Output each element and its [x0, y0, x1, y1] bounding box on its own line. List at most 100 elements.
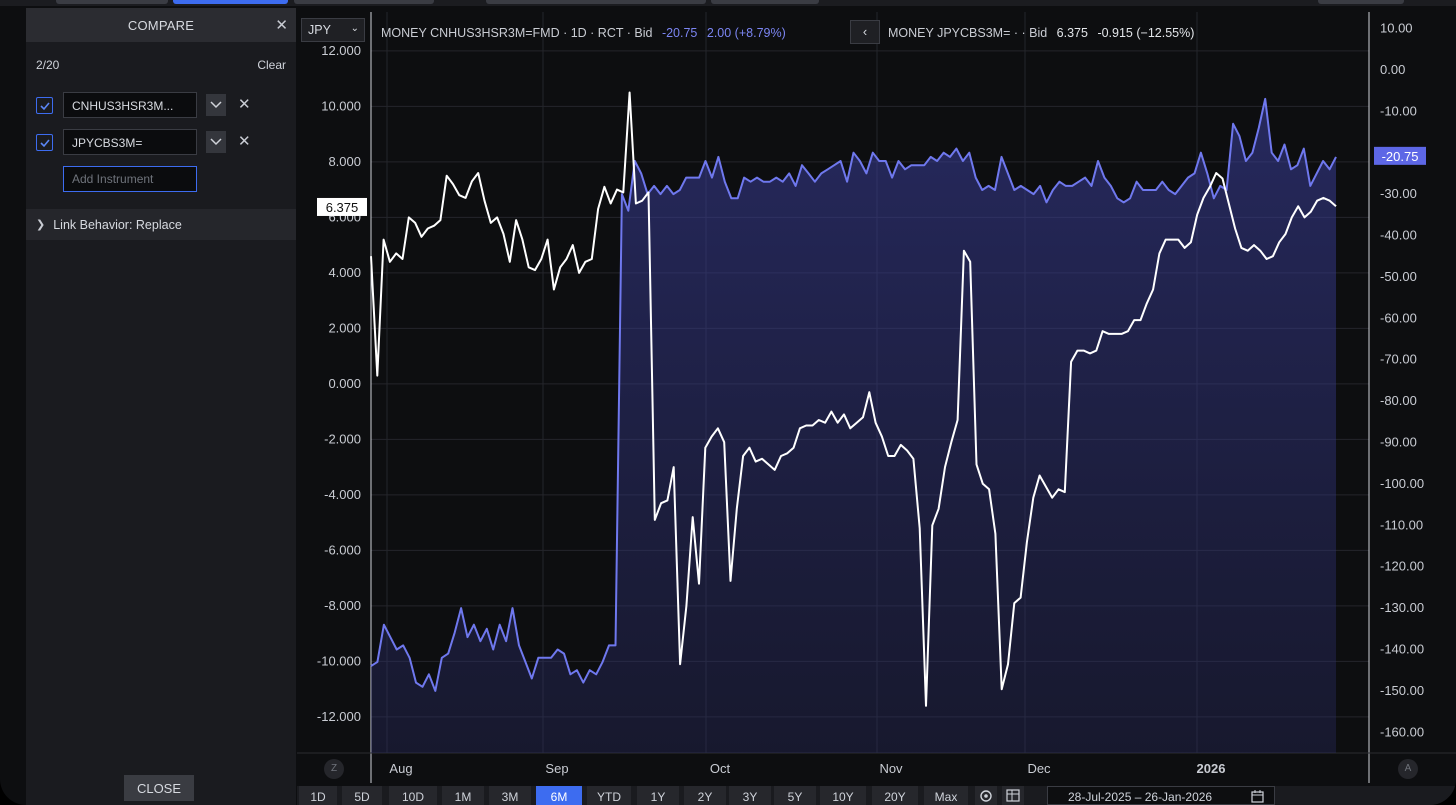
left-axis-tick-label: 0.000	[328, 376, 361, 391]
range-bar: 1D 5D 10D 1M 3M 6M YTD 1Y 2Y 3Y 5Y 10Y 2…	[297, 786, 1456, 805]
currency-select[interactable]: JPY ⌄	[301, 18, 365, 42]
series-1-line	[370, 97, 1337, 692]
add-instrument-input[interactable]	[63, 166, 197, 192]
table-view-icon[interactable]	[1002, 786, 1024, 805]
range-button-5d[interactable]: 5D	[342, 786, 382, 805]
right-axis-tick-label: -60.00	[1380, 310, 1417, 325]
toolbar-tab[interactable]	[56, 0, 168, 4]
instrument-row: JPYCBS3M= ✕	[36, 129, 286, 155]
right-axis-tick-label: -160.00	[1380, 724, 1424, 739]
left-axis-tick-label: 2.000	[328, 320, 361, 335]
instrument-name[interactable]: CNHUS3HSR3M...	[63, 92, 197, 118]
x-axis-tick-label: Nov	[879, 761, 903, 776]
compare-panel: COMPARE ✕ 2/20 Clear CNHUS3HSR3M... ✕ JP…	[26, 8, 296, 805]
chevron-down-icon: ⌄	[350, 23, 359, 34]
range-button-20y[interactable]: 20Y	[872, 786, 918, 805]
legend-series-1-change: 2.00 (+8.79%)	[706, 26, 786, 40]
range-button-3y[interactable]: 3Y	[729, 786, 771, 805]
left-last-value-badge	[317, 197, 367, 216]
remove-instrument-icon[interactable]: ✕	[238, 133, 251, 150]
chart-area: 12.000 10.000 8.000 6.000 4.000 2.000 0.000 -2.…	[297, 8, 1456, 805]
chart-plot[interactable]: 12.00010.0008.0006.0004.0002.0000.000-2.…	[297, 8, 1456, 805]
count-row: 2/20 Clear	[36, 58, 286, 72]
left-axis-tick-label: -8.000	[324, 598, 361, 613]
range-button-6m[interactable]: 6M	[536, 786, 582, 805]
right-axis-tick-label: -80.00	[1380, 393, 1417, 408]
x-axis-tick-label: Oct	[710, 761, 731, 776]
x-axis-tick-label: Dec	[1027, 761, 1051, 776]
clear-button[interactable]: Clear	[257, 58, 286, 72]
instrument-checkbox[interactable]	[36, 134, 53, 151]
calendar-icon	[1251, 790, 1264, 803]
right-axis-tick-label: -50.00	[1380, 269, 1417, 284]
range-button-10d[interactable]: 10D	[389, 786, 437, 805]
close-icon[interactable]: ✕	[275, 17, 288, 34]
left-axis-tick-label: 12.000	[321, 43, 361, 58]
right-last-value-badge	[1374, 146, 1426, 165]
compare-header: COMPARE ✕	[26, 8, 296, 42]
toolbar-tab-active[interactable]	[173, 0, 288, 4]
currency-value: JPY	[308, 23, 331, 37]
chevron-down-icon[interactable]	[206, 131, 226, 153]
left-axis-tick-label: 10.000	[321, 98, 361, 113]
right-axis-tick-label: -120.00	[1380, 559, 1424, 574]
range-button-1d[interactable]: 1D	[299, 786, 337, 805]
left-axis-tick-label: 4.000	[328, 265, 361, 280]
legend-series-2: MONEY JPYCBS3M= · · Bid 6.375 -0.915 (−1…	[888, 26, 1194, 40]
toolbar-tab[interactable]	[711, 0, 819, 4]
right-axis-tick-label: -90.00	[1380, 435, 1417, 450]
remove-instrument-icon[interactable]: ✕	[238, 96, 251, 113]
legend-series-1-value: -20.75	[661, 26, 698, 40]
right-axis-tick-label: -140.00	[1380, 642, 1424, 657]
range-button-max[interactable]: Max	[924, 786, 968, 805]
instrument-row: CNHUS3HSR3M... ✕	[36, 92, 286, 118]
chevron-left-icon[interactable]: ‹	[850, 20, 880, 44]
checkmark-icon	[40, 102, 50, 111]
date-range-picker[interactable]: 28-Jul-2025 – 26-Jan-2026	[1047, 786, 1275, 805]
settings-gear-icon[interactable]	[975, 786, 997, 805]
range-button-5y[interactable]: 5Y	[774, 786, 816, 805]
instrument-name[interactable]: JPYCBS3M=	[63, 129, 197, 155]
instrument-checkbox[interactable]	[36, 97, 53, 114]
zoom-right-button[interactable]: A	[1398, 759, 1418, 779]
toolbar-tab[interactable]	[1318, 0, 1404, 4]
right-axis-tick-label: -70.00	[1380, 352, 1417, 367]
right-axis-tick-label: -40.00	[1380, 228, 1417, 243]
right-axis-tick-label: -10.00	[1380, 103, 1417, 118]
right-axis-tick-label: -100.00	[1380, 476, 1424, 491]
left-axis-tick-label: -6.000	[324, 542, 361, 557]
zoom-left-button[interactable]: Z	[324, 759, 344, 779]
x-axis-tick-label: Sep	[545, 761, 568, 776]
legend-series-1: MONEY CNHUS3HSR3M=FMD · 1D · RCT · Bid -…	[381, 26, 786, 40]
chevron-down-icon[interactable]	[206, 94, 226, 116]
legend-series-1-label: MONEY CNHUS3HSR3M=FMD · 1D · RCT · Bid	[381, 26, 653, 40]
legend-series-2-label: MONEY JPYCBS3M= · · Bid	[888, 26, 1048, 40]
range-button-2y[interactable]: 2Y	[684, 786, 726, 805]
right-last-value-label: -20.75	[1382, 149, 1419, 164]
range-button-1y[interactable]: 1Y	[637, 786, 679, 805]
right-axis-tick-label: -130.00	[1380, 600, 1424, 615]
right-axis-tick-label: -30.00	[1380, 186, 1417, 201]
range-button-1m[interactable]: 1M	[442, 786, 484, 805]
toolbar-tab[interactable]	[486, 0, 706, 4]
left-axis-tick-label: -10.000	[317, 653, 361, 668]
left-last-value-label: 6.375	[326, 200, 359, 215]
x-axis-tick-label: 2026	[1197, 761, 1226, 776]
right-axis-tick-label: -110.00	[1380, 517, 1423, 532]
right-axis-tick-label: 0.00	[1380, 62, 1405, 77]
series-2-line	[370, 91, 1337, 707]
left-axis-tick-label: -12.000	[317, 709, 361, 724]
legend-series-2-change: -0.915 (−12.55%)	[1097, 26, 1195, 40]
instrument-count: 2/20	[36, 58, 60, 72]
link-behavior-toggle[interactable]: ❯ Link Behavior: Replace	[26, 209, 296, 240]
range-button-10y[interactable]: 10Y	[820, 786, 866, 805]
top-toolbar-strip	[0, 0, 1456, 6]
legend-series-2-value: 6.375	[1056, 26, 1088, 40]
toolbar-tab[interactable]	[294, 0, 434, 4]
close-button[interactable]: CLOSE	[124, 775, 194, 801]
range-button-3m[interactable]: 3M	[489, 786, 531, 805]
chevron-right-icon: ❯	[36, 219, 46, 231]
range-button-ytd[interactable]: YTD	[587, 786, 631, 805]
checkmark-icon	[40, 139, 50, 148]
